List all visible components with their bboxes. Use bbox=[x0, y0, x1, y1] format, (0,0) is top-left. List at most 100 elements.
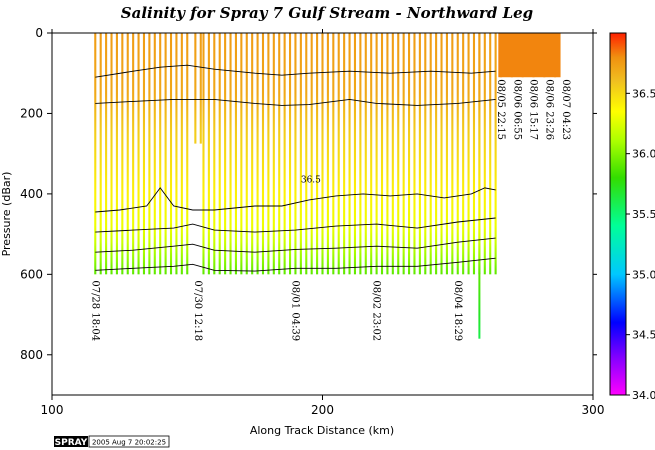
profile-stripe bbox=[380, 33, 384, 275]
y-tick-label: 800 bbox=[20, 348, 43, 362]
profile-stripe bbox=[94, 33, 97, 275]
salinity-profiles bbox=[94, 33, 561, 339]
profile-time-labels: 07/28 18:04 07/30 12:18 08/01 04:39 08/02 2… bbox=[89, 79, 571, 341]
profile-stripe bbox=[288, 33, 292, 275]
profile-stripe bbox=[359, 33, 362, 275]
profile-stripe bbox=[418, 33, 421, 275]
profile-stripe bbox=[343, 33, 346, 275]
profile-stripe bbox=[164, 33, 167, 275]
profile-stripe bbox=[251, 33, 254, 275]
contour-line bbox=[95, 98, 496, 106]
profile-stripe bbox=[397, 33, 400, 275]
profile-stripe bbox=[413, 33, 416, 275]
profile-stripe bbox=[132, 33, 135, 275]
profile-stripe bbox=[234, 33, 237, 275]
y-axis-label: Pressure (dBar) bbox=[0, 172, 13, 257]
spray-badge bbox=[54, 436, 88, 447]
profile-stripe bbox=[364, 33, 367, 275]
profile-stripe bbox=[386, 33, 389, 275]
x-tick-label: 300 bbox=[582, 403, 605, 417]
profile-stripe bbox=[137, 33, 140, 275]
colorbar-tick-label: 36.0 bbox=[632, 148, 655, 161]
profile-stripe bbox=[483, 33, 486, 275]
y-tick-label: 400 bbox=[20, 187, 43, 201]
profile-stripe bbox=[478, 33, 481, 339]
colorbar-tick-label: 35.0 bbox=[632, 268, 655, 281]
colorbar-tick-label: 36.5 bbox=[632, 87, 655, 100]
profile-stripe bbox=[424, 33, 427, 275]
profile-stripe bbox=[224, 33, 227, 275]
colorbar-ticks: 34.0 34.5 35.0 35.5 36.0 36.5 bbox=[626, 87, 655, 402]
profile-stripe bbox=[408, 33, 411, 275]
profile-stripe bbox=[370, 33, 373, 275]
profile-stripe bbox=[115, 33, 118, 275]
x-axis-label: Along Track Distance (km) bbox=[250, 424, 394, 437]
profile-stripe bbox=[148, 33, 151, 275]
profile-time-label: 08/01 04:39 bbox=[289, 280, 300, 341]
profile-stripe bbox=[110, 33, 113, 275]
profile-stripe bbox=[121, 33, 124, 275]
profile-stripe bbox=[126, 33, 129, 275]
profile-time-label: 08/04 18:29 bbox=[452, 280, 463, 341]
colorbar-tick-label: 34.5 bbox=[632, 329, 655, 342]
profile-stripe bbox=[353, 33, 357, 275]
profile-stripe bbox=[99, 33, 102, 275]
profile-stripe bbox=[462, 33, 465, 275]
profile-stripe bbox=[494, 33, 497, 275]
profile-stripe bbox=[445, 33, 448, 275]
profile-stripe bbox=[337, 33, 340, 275]
profile-stripe bbox=[402, 33, 405, 275]
profile-stripe bbox=[142, 33, 146, 275]
profile-stripe bbox=[294, 33, 297, 275]
profile-stripe bbox=[467, 33, 470, 275]
profile-time-label: 08/06 15:17 bbox=[527, 79, 538, 140]
x-tick-label: 100 bbox=[41, 403, 64, 417]
profile-stripe bbox=[456, 33, 459, 275]
salinity-contours bbox=[95, 64, 496, 272]
profile-time-label: 08/07 04:23 bbox=[560, 79, 571, 140]
colorbar-tick-label: 35.5 bbox=[632, 208, 655, 221]
profile-time-label: 08/02 23:02 bbox=[371, 280, 382, 341]
contour-label: 36.5 bbox=[301, 176, 321, 186]
profile-time-label: 07/28 18:04 bbox=[89, 280, 100, 341]
profile-stripe bbox=[175, 33, 178, 275]
profile-stripe bbox=[256, 33, 259, 275]
x-tick-label: 200 bbox=[311, 403, 334, 417]
profile-stripe bbox=[429, 33, 432, 275]
profile-stripe bbox=[316, 33, 319, 275]
profile-stripe bbox=[261, 33, 265, 275]
profile-stripe bbox=[240, 33, 243, 275]
profile-stripe bbox=[299, 33, 302, 275]
contour-line bbox=[95, 217, 496, 233]
colorbar-tick-label: 34.0 bbox=[632, 389, 655, 402]
contour-line bbox=[95, 257, 496, 272]
profile-stripe bbox=[435, 33, 438, 275]
profile-stripe bbox=[278, 33, 281, 275]
profile-time-label: 07/30 12:18 bbox=[192, 280, 203, 341]
profile-stripe bbox=[229, 33, 232, 275]
profile-stripe bbox=[199, 33, 202, 144]
profile-stripe bbox=[283, 33, 286, 275]
profile-stripe bbox=[186, 33, 189, 275]
profile-time-label: 08/06 23:26 bbox=[544, 79, 555, 140]
profile-stripe bbox=[440, 33, 443, 275]
profile-stripe bbox=[348, 33, 351, 275]
profile-stripe bbox=[169, 33, 173, 275]
profile-stripe bbox=[202, 33, 205, 275]
profile-stripe bbox=[451, 33, 454, 275]
y-tick-label: 0 bbox=[35, 26, 43, 40]
contour-line bbox=[95, 237, 496, 253]
profile-stripe bbox=[159, 33, 162, 275]
profile-stripe bbox=[472, 33, 476, 275]
profile-stripe bbox=[218, 33, 221, 275]
y-tick-label: 200 bbox=[20, 106, 43, 120]
profile-stripe bbox=[180, 33, 183, 275]
footer-timestamp: 2005 Aug 7 20:02:25 bbox=[92, 439, 166, 447]
contour-line bbox=[95, 64, 496, 78]
profile-stripe bbox=[207, 33, 210, 275]
profile-stripe bbox=[245, 33, 248, 275]
profile-stripe bbox=[310, 33, 313, 275]
contour-line bbox=[95, 187, 496, 213]
chart-title: Salinity for Spray 7 Gulf Stream - North… bbox=[121, 4, 533, 22]
profile-stripe bbox=[375, 33, 378, 275]
